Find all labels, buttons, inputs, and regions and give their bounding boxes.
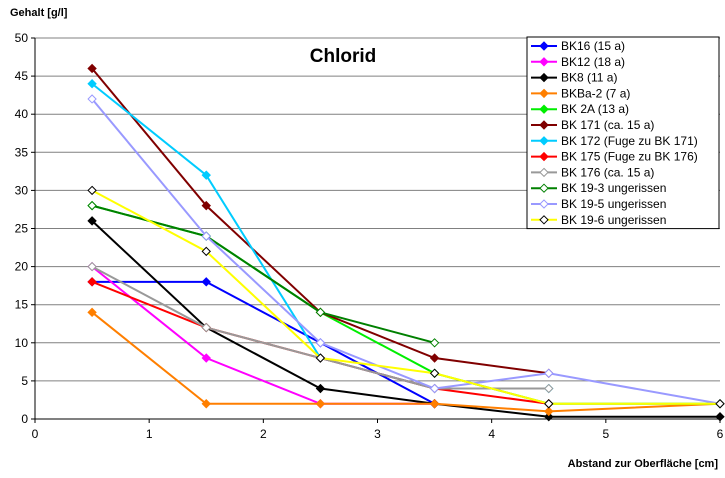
legend-marker [539, 41, 549, 51]
marker [315, 399, 326, 409]
x-tick-label: 3 [374, 427, 381, 441]
marker [201, 277, 211, 287]
legend-label: BK 19-5 ungerissen [561, 197, 666, 211]
marker [429, 338, 440, 348]
marker [87, 200, 97, 211]
legend-label: BK8 (11 a) [561, 71, 617, 85]
marker [87, 261, 97, 272]
legend-marker [539, 167, 549, 178]
marker [87, 185, 97, 196]
marker [715, 399, 725, 409]
marker [544, 412, 554, 422]
legend-marker [539, 151, 549, 162]
y-axis-label: Gehalt [g/l] [10, 7, 68, 19]
marker [429, 368, 440, 378]
marker [315, 338, 326, 348]
x-tick-label: 5 [602, 427, 609, 441]
y-tick-label: 35 [15, 145, 29, 159]
marker [315, 383, 326, 394]
marker [315, 307, 326, 318]
y-tick-label: 0 [21, 412, 28, 426]
legend-marker [539, 136, 549, 146]
legend-label: BKBa-2 (7 a) [561, 86, 630, 100]
series-line [91, 189, 720, 405]
legend-label: BK 171 (ca. 15 a) [561, 118, 654, 132]
marker [87, 307, 97, 318]
marker [201, 399, 211, 409]
marker [544, 406, 554, 417]
marker [544, 399, 554, 409]
y-tick-label: 15 [15, 298, 29, 312]
marker [429, 399, 440, 409]
marker [715, 412, 725, 422]
series-line [91, 311, 721, 413]
y-tick-label: 5 [21, 374, 28, 388]
marker [87, 277, 97, 287]
series-line [91, 220, 720, 418]
legend-marker [539, 120, 549, 130]
legend-marker [539, 183, 549, 193]
marker [87, 216, 97, 226]
y-tick-label: 30 [15, 183, 29, 197]
legend-label: BK 175 (Fuge zu BK 176) [561, 150, 698, 164]
y-tick-label: 50 [15, 31, 29, 45]
marker [315, 353, 326, 363]
marker [87, 94, 97, 104]
marker [201, 322, 211, 333]
legend-marker [539, 104, 549, 114]
x-axis-label: Abstand zur Oberfläche [cm] [568, 458, 719, 470]
x-tick-label: 0 [32, 427, 39, 441]
y-tick-label: 45 [15, 69, 29, 83]
marker [429, 383, 440, 394]
marker [201, 200, 211, 211]
legend-label: BK 2A (13 a) [561, 102, 629, 116]
marker [544, 383, 554, 394]
legend: BK16 (15 a) BK12 (18 a) BK8 (11 a)BKBa-2 (… [526, 36, 720, 230]
marker [429, 353, 440, 363]
series-line [91, 265, 435, 405]
marker [87, 79, 97, 89]
legend-label: BK 176 (ca. 15 a) [561, 165, 654, 179]
marker [201, 231, 211, 241]
marker [87, 63, 97, 74]
legend-label: BK12 (18 a) [561, 55, 625, 69]
y-tick-label: 25 [15, 222, 29, 236]
chart-title: Chlorid [310, 46, 377, 67]
x-tick-label: 1 [146, 427, 153, 441]
legend-marker [539, 199, 549, 209]
legend-box [526, 36, 720, 230]
marker [201, 246, 211, 257]
legend-marker [539, 88, 549, 99]
y-tick-label: 20 [15, 260, 29, 274]
series-line [91, 204, 435, 344]
marker [544, 368, 554, 378]
y-tick-label: 40 [15, 107, 29, 121]
y-tick-label: 10 [15, 336, 29, 350]
x-tick-label: 2 [260, 427, 267, 441]
legend-label: BK16 (15 a) [561, 39, 625, 53]
marker [201, 170, 211, 180]
legend-marker [539, 215, 549, 225]
legend-label: BK 19-6 ungerissen [561, 213, 666, 227]
x-tick-label: 6 [717, 427, 724, 441]
marker [201, 353, 211, 363]
legend-label: BK 172 (Fuge zu BK 171) [561, 134, 698, 148]
legend-marker [539, 72, 549, 83]
x-tick-label: 4 [488, 427, 495, 441]
legend-label: BK 19-3 ungerissen [561, 181, 666, 195]
legend-marker [539, 57, 549, 67]
